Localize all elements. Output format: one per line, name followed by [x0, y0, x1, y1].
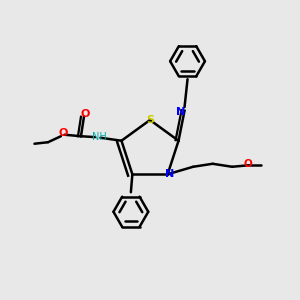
Text: O: O	[80, 109, 90, 119]
Text: O: O	[243, 159, 252, 170]
Text: N: N	[164, 169, 174, 179]
Text: O: O	[59, 128, 68, 138]
Text: N: N	[176, 107, 185, 117]
Text: S: S	[146, 115, 154, 125]
Text: NH: NH	[92, 132, 106, 142]
